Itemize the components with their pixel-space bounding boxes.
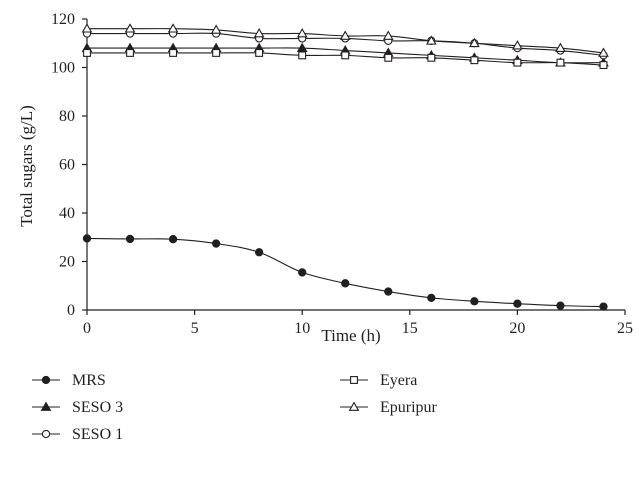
series-mrs (82, 234, 608, 311)
data-point (384, 53, 393, 62)
x-tick-label: 20 (509, 320, 525, 337)
legend-item-mrs: MRS (32, 372, 106, 389)
data-point (469, 37, 480, 48)
legend-item-seso-1: SESO 1 (32, 426, 123, 443)
data-point (427, 293, 436, 303)
series-eyera (83, 48, 608, 70)
legend-label: MRS (72, 372, 106, 389)
legend-item-epuripur: Epuripur (340, 399, 438, 416)
data-point (296, 42, 308, 52)
y-tick-label: 120 (51, 11, 75, 28)
data-point (341, 279, 350, 288)
data-point (555, 42, 566, 52)
data-point (211, 239, 221, 248)
y-tick-label: 40 (59, 205, 75, 222)
data-point (253, 28, 265, 38)
data-point (125, 234, 135, 244)
data-point (556, 58, 565, 67)
legend-marker (350, 376, 358, 384)
y-tick-label: 100 (51, 60, 75, 77)
y-tick-label: 20 (59, 254, 75, 271)
data-point (382, 30, 394, 40)
data-point (427, 53, 436, 62)
legend-label: SESO 3 (72, 399, 123, 416)
legend-item-eyera: Eyera (340, 372, 417, 389)
series-epuripur (81, 23, 609, 57)
data-point (513, 58, 522, 67)
data-point (168, 235, 178, 244)
axes: 0 5 10 15 20 25 0 20 40 60 80 100 120 (51, 11, 633, 337)
data-point (341, 51, 350, 60)
data-point (599, 61, 608, 70)
data-point (212, 48, 221, 57)
data-point (598, 47, 609, 57)
data-point (512, 40, 523, 50)
data-point (296, 28, 308, 38)
data-point (470, 297, 479, 306)
data-point (425, 35, 437, 45)
legend: MRS SESO 3 SESO 1 Eyera Epuripur (32, 372, 438, 443)
data-point (384, 287, 393, 296)
data-point (255, 48, 264, 57)
y-axis-label: Total sugars (g/L) (17, 105, 36, 227)
x-tick-label: 0 (83, 320, 91, 337)
y-tick-label: 80 (59, 108, 75, 125)
data-point (339, 30, 351, 40)
data-point (169, 48, 178, 57)
legend-label: SESO 1 (72, 426, 123, 443)
data-point (81, 23, 93, 33)
y-tick-label: 0 (67, 302, 75, 319)
data-point (599, 302, 608, 311)
y-tick-label: 60 (59, 157, 75, 174)
legend-label: Epuripur (380, 399, 438, 416)
legend-marker (348, 401, 360, 411)
data-point (167, 23, 179, 33)
data-point (210, 24, 222, 34)
x-tick-label: 5 (191, 320, 199, 337)
data-point (298, 51, 307, 60)
data-point (470, 56, 479, 65)
data-point (83, 48, 91, 57)
data-point (298, 268, 307, 277)
data-point (82, 234, 92, 243)
legend-marker (41, 375, 51, 385)
data-point (255, 248, 264, 257)
x-tick-label: 10 (294, 320, 310, 337)
x-tick-label: 25 (617, 320, 633, 337)
data-point (513, 299, 522, 308)
x-axis-label: Time (h) (321, 326, 380, 345)
x-tick-label: 15 (402, 320, 418, 337)
legend-marker (41, 429, 51, 439)
data-point (124, 23, 136, 33)
series-line-mrs (86, 237, 604, 308)
data-point (556, 301, 565, 310)
series-layer (81, 23, 609, 311)
legend-marker (40, 401, 52, 411)
legend-label: Eyera (380, 372, 417, 389)
data-point (126, 48, 134, 57)
legend-item-seso-3: SESO 3 (32, 399, 123, 416)
